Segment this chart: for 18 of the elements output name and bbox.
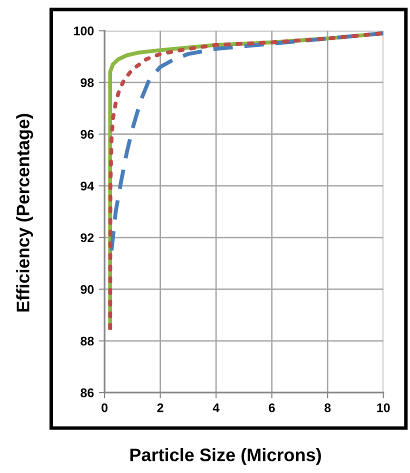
y-tick-label: 100 — [74, 26, 94, 36]
y-tick-label: 90 — [80, 285, 94, 294]
y-tick-label: 86 — [80, 388, 94, 398]
x-axis-title: Particle Size (Microns) — [130, 448, 321, 465]
x-tick-label: 2 — [157, 403, 164, 412]
x-tick-label: 4 — [212, 403, 220, 412]
x-tick-label: 0 — [102, 403, 108, 412]
line-series — [108, 31, 384, 330]
y-tick-label: 96 — [80, 130, 94, 139]
x-tick-label: 6 — [268, 403, 275, 412]
y-tick-label: 98 — [80, 78, 94, 88]
line-series — [110, 31, 384, 252]
x-tick-label: 10 — [377, 403, 390, 412]
y-tick-label: 92 — [80, 233, 94, 242]
x-tick-label: 8 — [324, 403, 331, 412]
y-tick-label: 88 — [80, 336, 94, 346]
y-tick-label: 94 — [80, 182, 94, 190]
y-axis-title: Efficiency (Percentage) — [16, 114, 34, 312]
